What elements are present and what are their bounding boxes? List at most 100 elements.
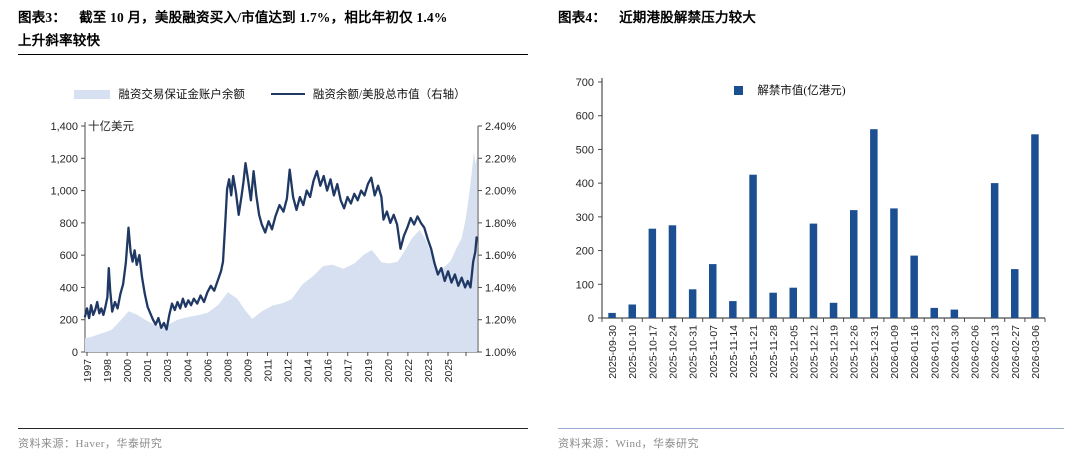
svg-text:2025-09-30: 2025-09-30 xyxy=(607,325,619,379)
svg-text:100: 100 xyxy=(576,279,594,291)
area-series-swatch xyxy=(74,89,111,99)
svg-text:2026-03-06: 2026-03-06 xyxy=(1030,325,1042,379)
svg-text:2025-10-31: 2025-10-31 xyxy=(688,325,700,379)
svg-text:2025-11-07: 2025-11-07 xyxy=(708,325,720,378)
figure3-title: 图表3： 截至 10 月，美股融资买入/市值达到 1.7%，相比年初仅 1.4% … xyxy=(18,6,528,56)
svg-text:2001: 2001 xyxy=(142,359,154,383)
svg-text:1998: 1998 xyxy=(102,359,114,383)
svg-text:400: 400 xyxy=(60,282,78,294)
svg-text:2025: 2025 xyxy=(443,359,455,383)
figure3-source: 资料来源：Haver，华泰研究 xyxy=(18,428,528,451)
svg-text:1,200: 1,200 xyxy=(50,153,78,165)
bar xyxy=(789,287,797,318)
svg-text:2006: 2006 xyxy=(202,359,214,383)
bar xyxy=(688,289,697,318)
svg-text:0: 0 xyxy=(588,313,594,325)
figure3-title-tag: 图表3： xyxy=(18,10,67,25)
unlock-value-bars xyxy=(608,129,1039,318)
svg-text:2.20%: 2.20% xyxy=(485,153,516,165)
svg-text:2025-10-17: 2025-10-17 xyxy=(647,325,659,379)
margin-balance-area xyxy=(85,151,477,352)
svg-text:2017: 2017 xyxy=(343,359,355,383)
svg-text:2019: 2019 xyxy=(363,359,375,383)
svg-text:1.20%: 1.20% xyxy=(485,315,516,327)
svg-text:2012: 2012 xyxy=(283,359,295,383)
figure4-unlock-value-chart: 700 600 500 400 300 200 100 0 2025-09-30 2025-10-… xyxy=(576,77,1046,379)
y-left-unit-label: 十亿美元 xyxy=(88,119,134,133)
svg-text:2026-02-27: 2026-02-27 xyxy=(1010,325,1022,379)
svg-text:1,000: 1,000 xyxy=(50,186,78,198)
svg-text:2016: 2016 xyxy=(323,359,335,383)
bar xyxy=(1011,269,1019,318)
figure4-title: 图表4： 近期港股解禁压力较大 xyxy=(558,6,1064,29)
bar xyxy=(809,223,818,318)
svg-text:500: 500 xyxy=(576,144,594,156)
x-axis: 1997 1998 2000 2001 2003 2004 2006 2008 2009 2011… xyxy=(82,352,467,383)
svg-text:2011: 2011 xyxy=(263,359,275,382)
svg-text:2025-12-26: 2025-12-26 xyxy=(849,325,861,379)
figure4-title-tag: 图表4： xyxy=(558,10,607,25)
svg-text:2026-01-16: 2026-01-16 xyxy=(909,325,921,379)
svg-text:1.80%: 1.80% xyxy=(485,218,516,230)
svg-text:2026-02-06: 2026-02-06 xyxy=(970,325,982,379)
bar xyxy=(729,301,737,318)
svg-text:0: 0 xyxy=(72,347,78,359)
bar xyxy=(850,210,858,318)
svg-text:2026-01-09: 2026-01-09 xyxy=(889,325,901,379)
figure3-title-line1: 截至 10 月，美股融资买入/市值达到 1.7%，相比年初仅 1.4% xyxy=(79,10,448,25)
svg-text:700: 700 xyxy=(576,77,594,89)
figure4-legend: 解禁市值(亿港元) xyxy=(560,82,1020,98)
svg-text:2025-12-12: 2025-12-12 xyxy=(808,325,820,379)
y-axis-left: 1,400 1,200 1,000 800 600 400 200 0 十亿美元 xyxy=(50,119,134,359)
bar xyxy=(890,208,898,318)
bar xyxy=(829,302,838,318)
line-series-label: 融资余额/美股总市值（右轴） xyxy=(312,89,466,101)
margin-to-marketcap-line xyxy=(83,161,478,331)
bar xyxy=(930,307,938,318)
legend-item-area: 融资交易保证金账户余额 xyxy=(74,86,245,102)
svg-text:400: 400 xyxy=(576,178,594,190)
legend-item-bars: 解禁市值(亿港元) xyxy=(734,82,846,98)
svg-text:2009: 2009 xyxy=(242,359,254,383)
y-axis-right: 2.40% 2.20% 2.00% 1.80% 1.60% 1.40% 1.20% 1.00% xyxy=(478,121,516,359)
x-axis: 2025-09-30 2025-10-10 2025-10-17 2025-10-24… xyxy=(601,318,1046,379)
bar xyxy=(870,129,878,318)
svg-text:1.40%: 1.40% xyxy=(485,282,516,294)
svg-text:1,400: 1,400 xyxy=(50,121,78,133)
svg-text:2025-11-14: 2025-11-14 xyxy=(728,325,740,378)
y-axis: 700 600 500 400 300 200 100 0 xyxy=(576,77,602,325)
svg-text:1.00%: 1.00% xyxy=(485,347,516,359)
svg-text:2026-01-23: 2026-01-23 xyxy=(929,325,941,379)
svg-text:300: 300 xyxy=(576,212,594,224)
svg-text:2004: 2004 xyxy=(182,359,194,383)
svg-text:2025-12-19: 2025-12-19 xyxy=(829,325,841,379)
svg-text:2008: 2008 xyxy=(222,359,234,383)
svg-text:2025-12-31: 2025-12-31 xyxy=(869,325,881,379)
bar xyxy=(709,264,717,318)
svg-text:2025-12-05: 2025-12-05 xyxy=(788,325,800,379)
bar xyxy=(668,225,677,318)
figure4-title-text: 近期港股解禁压力较大 xyxy=(619,10,757,25)
legend-item-line: 融资余额/美股总市值（右轴） xyxy=(270,86,466,102)
axes xyxy=(601,78,1045,319)
svg-text:2.00%: 2.00% xyxy=(485,186,516,198)
svg-text:2003: 2003 xyxy=(162,359,174,383)
svg-text:2020: 2020 xyxy=(383,359,395,383)
svg-text:1997: 1997 xyxy=(82,359,94,383)
line-series-swatch xyxy=(270,92,305,96)
area-series-label: 融资交易保证金账户余额 xyxy=(118,89,245,101)
figure3-legend: 融资交易保证金账户余额 融资余额/美股总市值（右轴） xyxy=(20,86,520,102)
svg-text:2025-11-28: 2025-11-28 xyxy=(768,325,780,378)
bar xyxy=(749,174,757,318)
svg-text:800: 800 xyxy=(60,218,78,230)
svg-text:600: 600 xyxy=(60,250,78,262)
svg-text:200: 200 xyxy=(576,246,594,258)
svg-text:2026-02-13: 2026-02-13 xyxy=(990,325,1002,379)
svg-text:2014: 2014 xyxy=(303,359,315,383)
svg-text:2023: 2023 xyxy=(423,359,435,383)
bar xyxy=(910,255,918,318)
figure4-source: 资料来源：Wind，华泰研究 xyxy=(558,428,1064,451)
svg-text:2025-10-24: 2025-10-24 xyxy=(668,325,680,379)
figure3-title-line2: 上升斜率较快 xyxy=(18,33,101,49)
